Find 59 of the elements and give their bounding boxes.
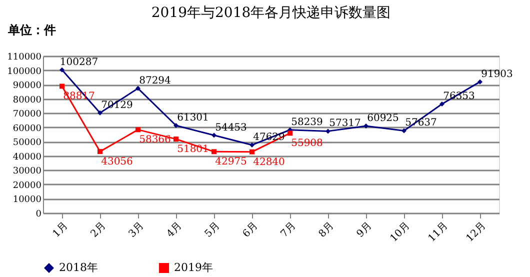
point xyxy=(212,149,216,154)
y-tick-label: 50000 xyxy=(12,138,42,148)
point xyxy=(98,110,102,116)
x-tick-label: 1月 xyxy=(50,220,70,240)
x-tick-label: 6月 xyxy=(240,220,260,240)
point xyxy=(402,128,406,134)
x-tick-label: 4月 xyxy=(164,220,184,240)
point xyxy=(288,130,292,136)
point xyxy=(250,149,254,154)
y-tick-label: 80000 xyxy=(12,95,42,106)
y-tick-label: 30000 xyxy=(12,166,42,177)
data-label: 91903 xyxy=(481,68,513,80)
point xyxy=(326,128,330,134)
data-label: 60925 xyxy=(367,113,399,124)
data-label: 54453 xyxy=(215,122,247,134)
point xyxy=(174,123,178,128)
y-tick-label: 100000 xyxy=(7,66,42,77)
point xyxy=(174,136,178,142)
y-tick-label: 10000 xyxy=(12,195,42,206)
data-label: 58366 xyxy=(139,134,171,146)
x-tick-label: 12月 xyxy=(464,220,488,244)
text: 单位：件 xyxy=(7,23,56,37)
data-label: 42840 xyxy=(253,156,285,168)
x-tick-label: 11月 xyxy=(426,220,450,244)
data-label: 42975 xyxy=(215,156,247,168)
data-label: 57317 xyxy=(329,118,361,130)
chart-title: 2019年与2018年各月快递申诉数量图 xyxy=(151,5,391,21)
point xyxy=(478,79,482,84)
x-tick-label: 7月 xyxy=(278,220,298,240)
y-tick-label: 0 xyxy=(36,210,42,220)
y-tick-label: 110000 xyxy=(7,52,42,62)
y-tick-label: 20000 xyxy=(12,180,42,191)
point xyxy=(250,142,254,148)
data-label: 100287 xyxy=(60,56,98,68)
x-tick-label: 8月 xyxy=(316,220,336,240)
x-tick-label: 2月 xyxy=(88,220,108,240)
legend-label: 2018年 xyxy=(59,261,98,274)
data-label: 55908 xyxy=(291,138,323,150)
data-label: 43056 xyxy=(101,156,133,168)
y-tick-label: 60000 xyxy=(12,124,42,134)
point xyxy=(364,124,368,129)
point xyxy=(212,132,216,138)
data-label: 58239 xyxy=(291,116,323,128)
x-tick-label: 3月 xyxy=(126,220,146,240)
point xyxy=(60,84,64,89)
y-tick-label: 40000 xyxy=(12,152,42,162)
x-tick-label: 5月 xyxy=(202,220,222,240)
point xyxy=(136,127,140,132)
point xyxy=(136,86,140,91)
point xyxy=(440,102,444,107)
y-tick-label: 70000 xyxy=(12,110,42,120)
data-label: 87294 xyxy=(139,75,171,86)
legend-label: 2019年 xyxy=(174,261,213,274)
point xyxy=(98,149,102,154)
data-label: 61301 xyxy=(177,112,209,124)
y-tick-label: 90000 xyxy=(12,81,42,92)
point xyxy=(60,67,64,72)
x-tick-label: 10月 xyxy=(388,220,412,244)
x-tick-label: 9月 xyxy=(354,220,374,240)
